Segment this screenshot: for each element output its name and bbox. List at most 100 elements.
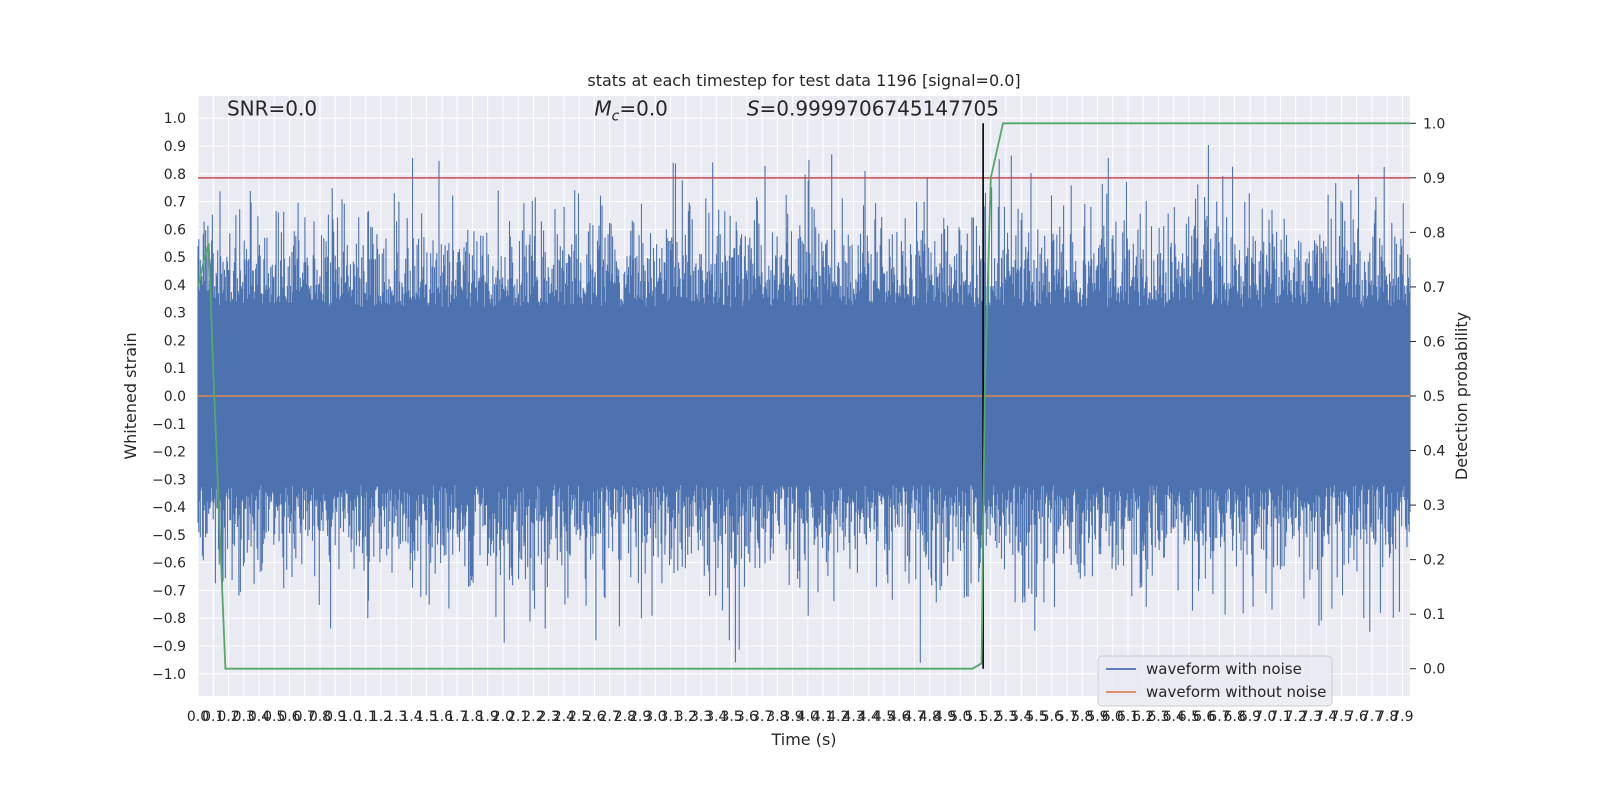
x-tick-label: 1.0 xyxy=(339,709,361,725)
x-tick-label: 4.7 xyxy=(903,709,925,725)
y-right-tick-label: 0.8 xyxy=(1423,225,1445,241)
x-tick-label: 3.8 xyxy=(766,709,788,725)
annotations: SNR=0.0 Mc=0.0 S=0.9999706745147705 xyxy=(227,96,999,124)
x-tick-label: 4.6 xyxy=(888,709,910,725)
chart-title: stats at each timestep for test data 119… xyxy=(587,71,1020,90)
y-right-tick-label: 0.3 xyxy=(1423,498,1445,514)
x-tick-label: 6.3 xyxy=(1147,709,1169,725)
x-tick-label: 0.6 xyxy=(278,709,300,725)
x-tick-label: 1.2 xyxy=(370,709,392,725)
noise-trace xyxy=(197,145,1411,663)
y-right-tick-label: 0.2 xyxy=(1423,553,1445,569)
y-tick-label: 0.3 xyxy=(164,306,186,322)
y-right-tick-label: 0.1 xyxy=(1423,607,1445,623)
y-axis-right-ticks: 0.0 0.1 0.2 0.3 0.4 0.5 0.6 0.7 0.8 0.9 1.0 xyxy=(1410,116,1445,678)
x-tick-label: 7.9 xyxy=(1391,709,1413,725)
x-tick-label: 7.6 xyxy=(1346,709,1368,725)
y-tick-label: 0.9 xyxy=(164,139,186,155)
x-tick-label: 6.8 xyxy=(1224,709,1246,725)
x-tick-label: 2.0 xyxy=(492,709,514,725)
legend-box xyxy=(1097,655,1333,707)
x-tick-label: 2.7 xyxy=(598,709,620,725)
x-tick-label: 5.0 xyxy=(949,709,971,725)
x-tick-label: 4.8 xyxy=(919,709,941,725)
y-tick-label: 0.2 xyxy=(164,333,186,349)
y-tick-label: −0.4 xyxy=(152,500,186,516)
x-tick-label: 4.0 xyxy=(797,709,819,725)
x-tick-label: 5.2 xyxy=(980,709,1002,725)
y-right-tick-label: 1.0 xyxy=(1423,116,1445,132)
y-right-tick-label: 0.6 xyxy=(1423,334,1445,350)
x-tick-label: 6.5 xyxy=(1178,709,1200,725)
annotation-2: S=0.9999706745147705 xyxy=(747,96,999,120)
x-tick-label: 5.8 xyxy=(1071,709,1093,725)
annotation-0: SNR=0.0 xyxy=(227,96,317,120)
y-tick-label: −1.0 xyxy=(152,667,186,683)
x-tick-label: 7.3 xyxy=(1300,709,1322,725)
x-tick-label: 0.4 xyxy=(248,709,270,725)
x-tick-label: 7.0 xyxy=(1254,709,1276,725)
x-tick-label: 7.1 xyxy=(1269,709,1291,725)
x-tick-label: 4.4 xyxy=(858,709,880,725)
x-tick-label: 5.5 xyxy=(1025,709,1047,725)
y-tick-label: −0.6 xyxy=(152,556,186,572)
x-tick-label: 2.3 xyxy=(538,709,560,725)
x-tick-label: 5.3 xyxy=(995,709,1017,725)
y-tick-label: −0.5 xyxy=(152,528,186,544)
legend-entry: waveform with noise xyxy=(1146,660,1302,678)
x-tick-label: 2.1 xyxy=(507,709,529,725)
series-detection-probability xyxy=(197,122,1410,670)
x-tick-label: 3.2 xyxy=(675,709,697,725)
x-tick-label: 5.1 xyxy=(964,709,986,725)
x-tick-label: 0.5 xyxy=(263,709,285,725)
x-tick-label: 6.0 xyxy=(1102,709,1124,725)
x-tick-label: 1.6 xyxy=(431,709,453,725)
x-tick-label: 2.9 xyxy=(629,709,651,725)
y-right-tick-label: 0.9 xyxy=(1423,171,1445,187)
x-tick-label: 4.2 xyxy=(827,709,849,725)
x-tick-label: 3.3 xyxy=(690,709,712,725)
x-tick-label: 4.9 xyxy=(934,709,956,725)
x-tick-label: 3.7 xyxy=(751,709,773,725)
x-tick-label: 4.3 xyxy=(842,709,864,725)
x-tick-label: 0.7 xyxy=(294,709,316,725)
y-tick-label: 0.0 xyxy=(164,389,186,405)
x-tick-label: 2.2 xyxy=(522,709,544,725)
x-tick-label: 4.5 xyxy=(873,709,895,725)
x-tick-label: 5.7 xyxy=(1056,709,1078,725)
x-tick-label: 7.7 xyxy=(1361,709,1383,725)
x-tick-label: 6.1 xyxy=(1117,709,1139,725)
y-right-tick-label: 0.7 xyxy=(1423,280,1445,296)
legend-entry: waveform without noise xyxy=(1146,683,1326,701)
annotation-1: Mc=0.0 xyxy=(594,96,668,124)
x-tick-label: 3.4 xyxy=(705,709,727,725)
y-axis-left-ticks: −1.0 −0.9 −0.8 −0.7 −0.6 −0.5 −0.4 −0.3 −0.2 −0.1… xyxy=(152,111,186,683)
y-tick-label: −0.7 xyxy=(152,583,186,599)
y-tick-label: 0.5 xyxy=(164,250,186,266)
overlay-lines xyxy=(197,122,1410,670)
x-tick-label: 0.0 xyxy=(187,709,209,725)
x-tick-label: 0.8 xyxy=(309,709,331,725)
y-tick-label: 0.1 xyxy=(164,361,186,377)
x-tick-label: 1.7 xyxy=(446,709,468,725)
y-tick-label: 0.6 xyxy=(164,222,186,238)
x-tick-label: 2.5 xyxy=(568,709,590,725)
y-tick-label: −0.3 xyxy=(152,472,186,488)
x-tick-label: 4.1 xyxy=(812,709,834,725)
y-tick-label: 1.0 xyxy=(164,111,186,127)
x-tick-label: 7.2 xyxy=(1285,709,1307,725)
x-tick-label: 6.4 xyxy=(1163,709,1185,725)
x-tick-label: 2.4 xyxy=(553,709,575,725)
x-tick-label: 2.6 xyxy=(583,709,605,725)
x-tick-label: 3.1 xyxy=(659,709,681,725)
x-axis-ticks: 0.00.10.20.30.40.50.60.70.80.91.01.11.21… xyxy=(187,709,1414,725)
x-tick-label: 6.2 xyxy=(1132,709,1154,725)
x-tick-label: 5.9 xyxy=(1086,709,1108,725)
x-tick-label: 1.8 xyxy=(461,709,483,725)
x-tick-label: 5.6 xyxy=(1041,709,1063,725)
x-tick-label: 6.6 xyxy=(1193,709,1215,725)
x-tick-label: 6.9 xyxy=(1239,709,1261,725)
x-tick-label: 1.1 xyxy=(355,709,377,725)
x-tick-label: 1.9 xyxy=(477,709,499,725)
